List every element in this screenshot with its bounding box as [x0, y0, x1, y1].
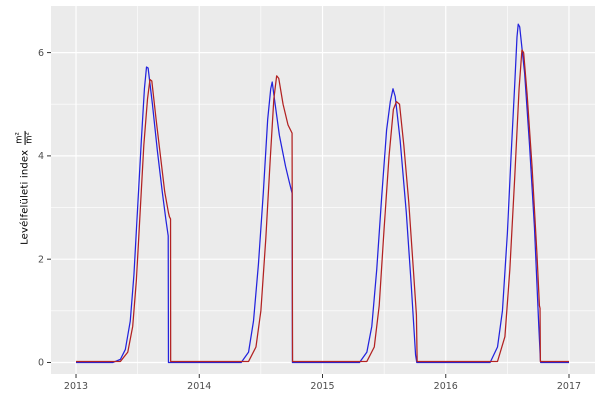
x-tick-label: 2017	[557, 381, 581, 392]
x-tick-label: 2014	[187, 381, 211, 392]
fraction-denominator: m²	[24, 132, 35, 144]
x-tick-label: 2013	[64, 381, 88, 392]
x-tick-label: 2015	[310, 381, 334, 392]
y-axis-title-text: Levélfelületi index	[19, 149, 31, 245]
y-tick-label: 2	[38, 254, 44, 265]
y-tick-label: 0	[38, 358, 44, 369]
red-series-line	[76, 49, 569, 363]
y-tick-label: 6	[38, 48, 44, 59]
y-axis-unit-fraction: m² m²	[15, 131, 35, 145]
y-axis-title: Levélfelületi index m² m²	[15, 131, 35, 245]
x-tick-label: 2016	[434, 381, 458, 392]
blue-series-line	[76, 23, 569, 364]
y-tick-label: 4	[38, 151, 44, 162]
